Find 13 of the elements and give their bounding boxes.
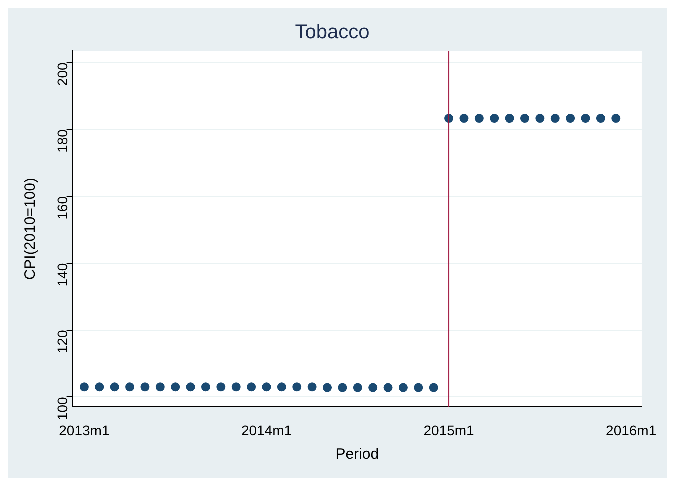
y-tick-label: 120 (54, 330, 71, 354)
y-tick-label: 160 (54, 196, 71, 220)
y-tick-label: 100 (54, 396, 71, 421)
x-axis-title: Period (336, 446, 380, 464)
y-tick-label: 140 (54, 263, 71, 287)
chart-title: Tobacco (295, 22, 370, 44)
x-tick-label: 2014m1 (241, 422, 292, 438)
x-tick-label: 2013m1 (59, 422, 110, 438)
y-tick-label: 200 (54, 62, 71, 86)
x-tick-label: 2016m1 (606, 422, 657, 438)
y-tick-label: 180 (54, 129, 71, 153)
x-tick-label: 2015m1 (424, 422, 475, 438)
y-axis-title: CPI(2010=100) (22, 178, 40, 280)
